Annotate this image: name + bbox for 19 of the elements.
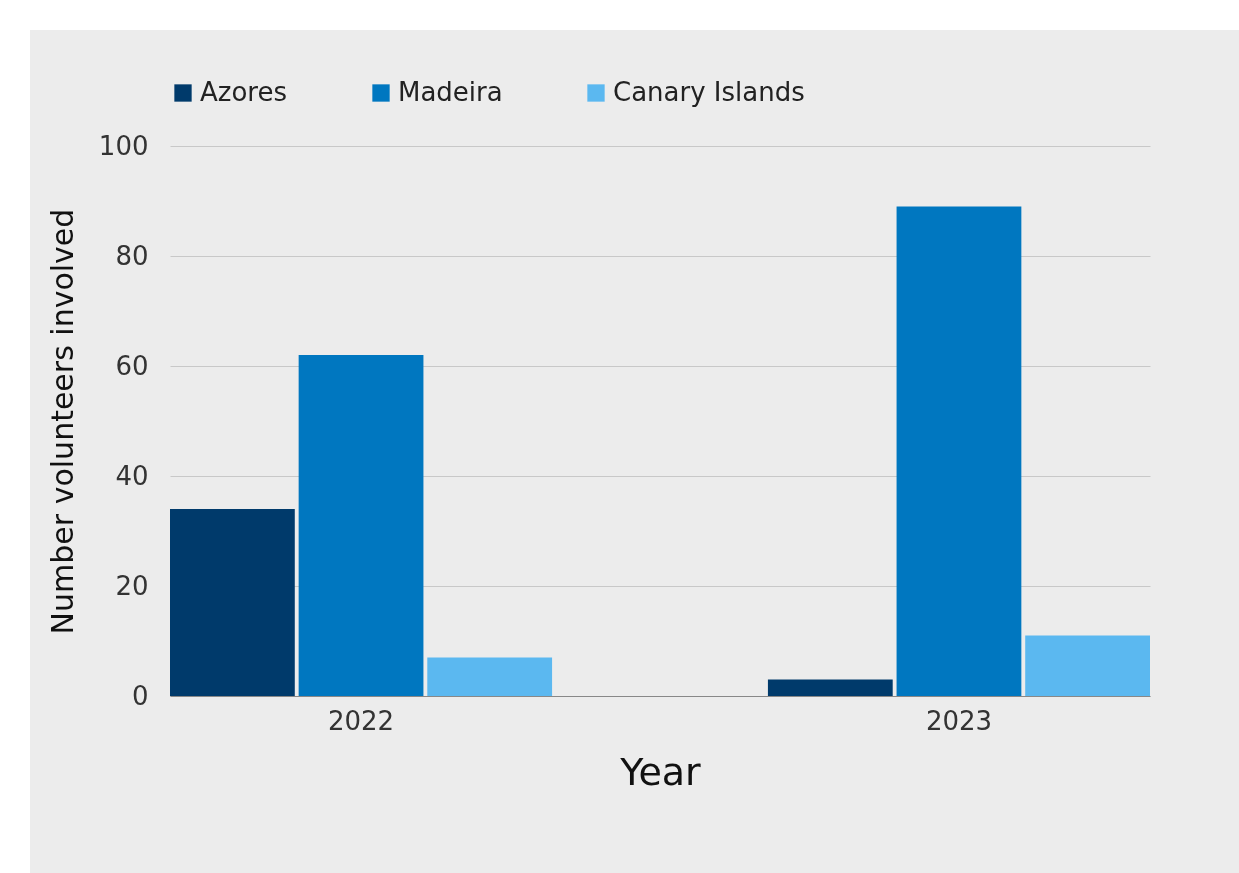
y-tick-label: 40 bbox=[115, 460, 149, 491]
bar bbox=[767, 679, 893, 696]
bar bbox=[427, 657, 553, 696]
x-tick-label: 2023 bbox=[925, 705, 993, 736]
bar bbox=[170, 509, 295, 696]
y-tick-label: 20 bbox=[115, 570, 149, 601]
legend-label: Azores bbox=[200, 77, 288, 107]
y-tick-label: 60 bbox=[115, 350, 149, 381]
legend-label: Madeira bbox=[398, 77, 503, 107]
bar bbox=[896, 206, 1022, 696]
legend-label: Canary Islands bbox=[613, 77, 805, 107]
bar bbox=[1025, 635, 1150, 696]
x-tick-label: 2022 bbox=[327, 705, 395, 736]
x-axis-title: Year bbox=[619, 749, 702, 794]
y-axis-title: Number volunteers involved bbox=[44, 208, 80, 635]
y-tick-label: 0 bbox=[131, 680, 149, 711]
y-tick-label: 100 bbox=[98, 130, 149, 161]
y-tick-label: 80 bbox=[115, 240, 149, 271]
bar bbox=[298, 355, 424, 696]
